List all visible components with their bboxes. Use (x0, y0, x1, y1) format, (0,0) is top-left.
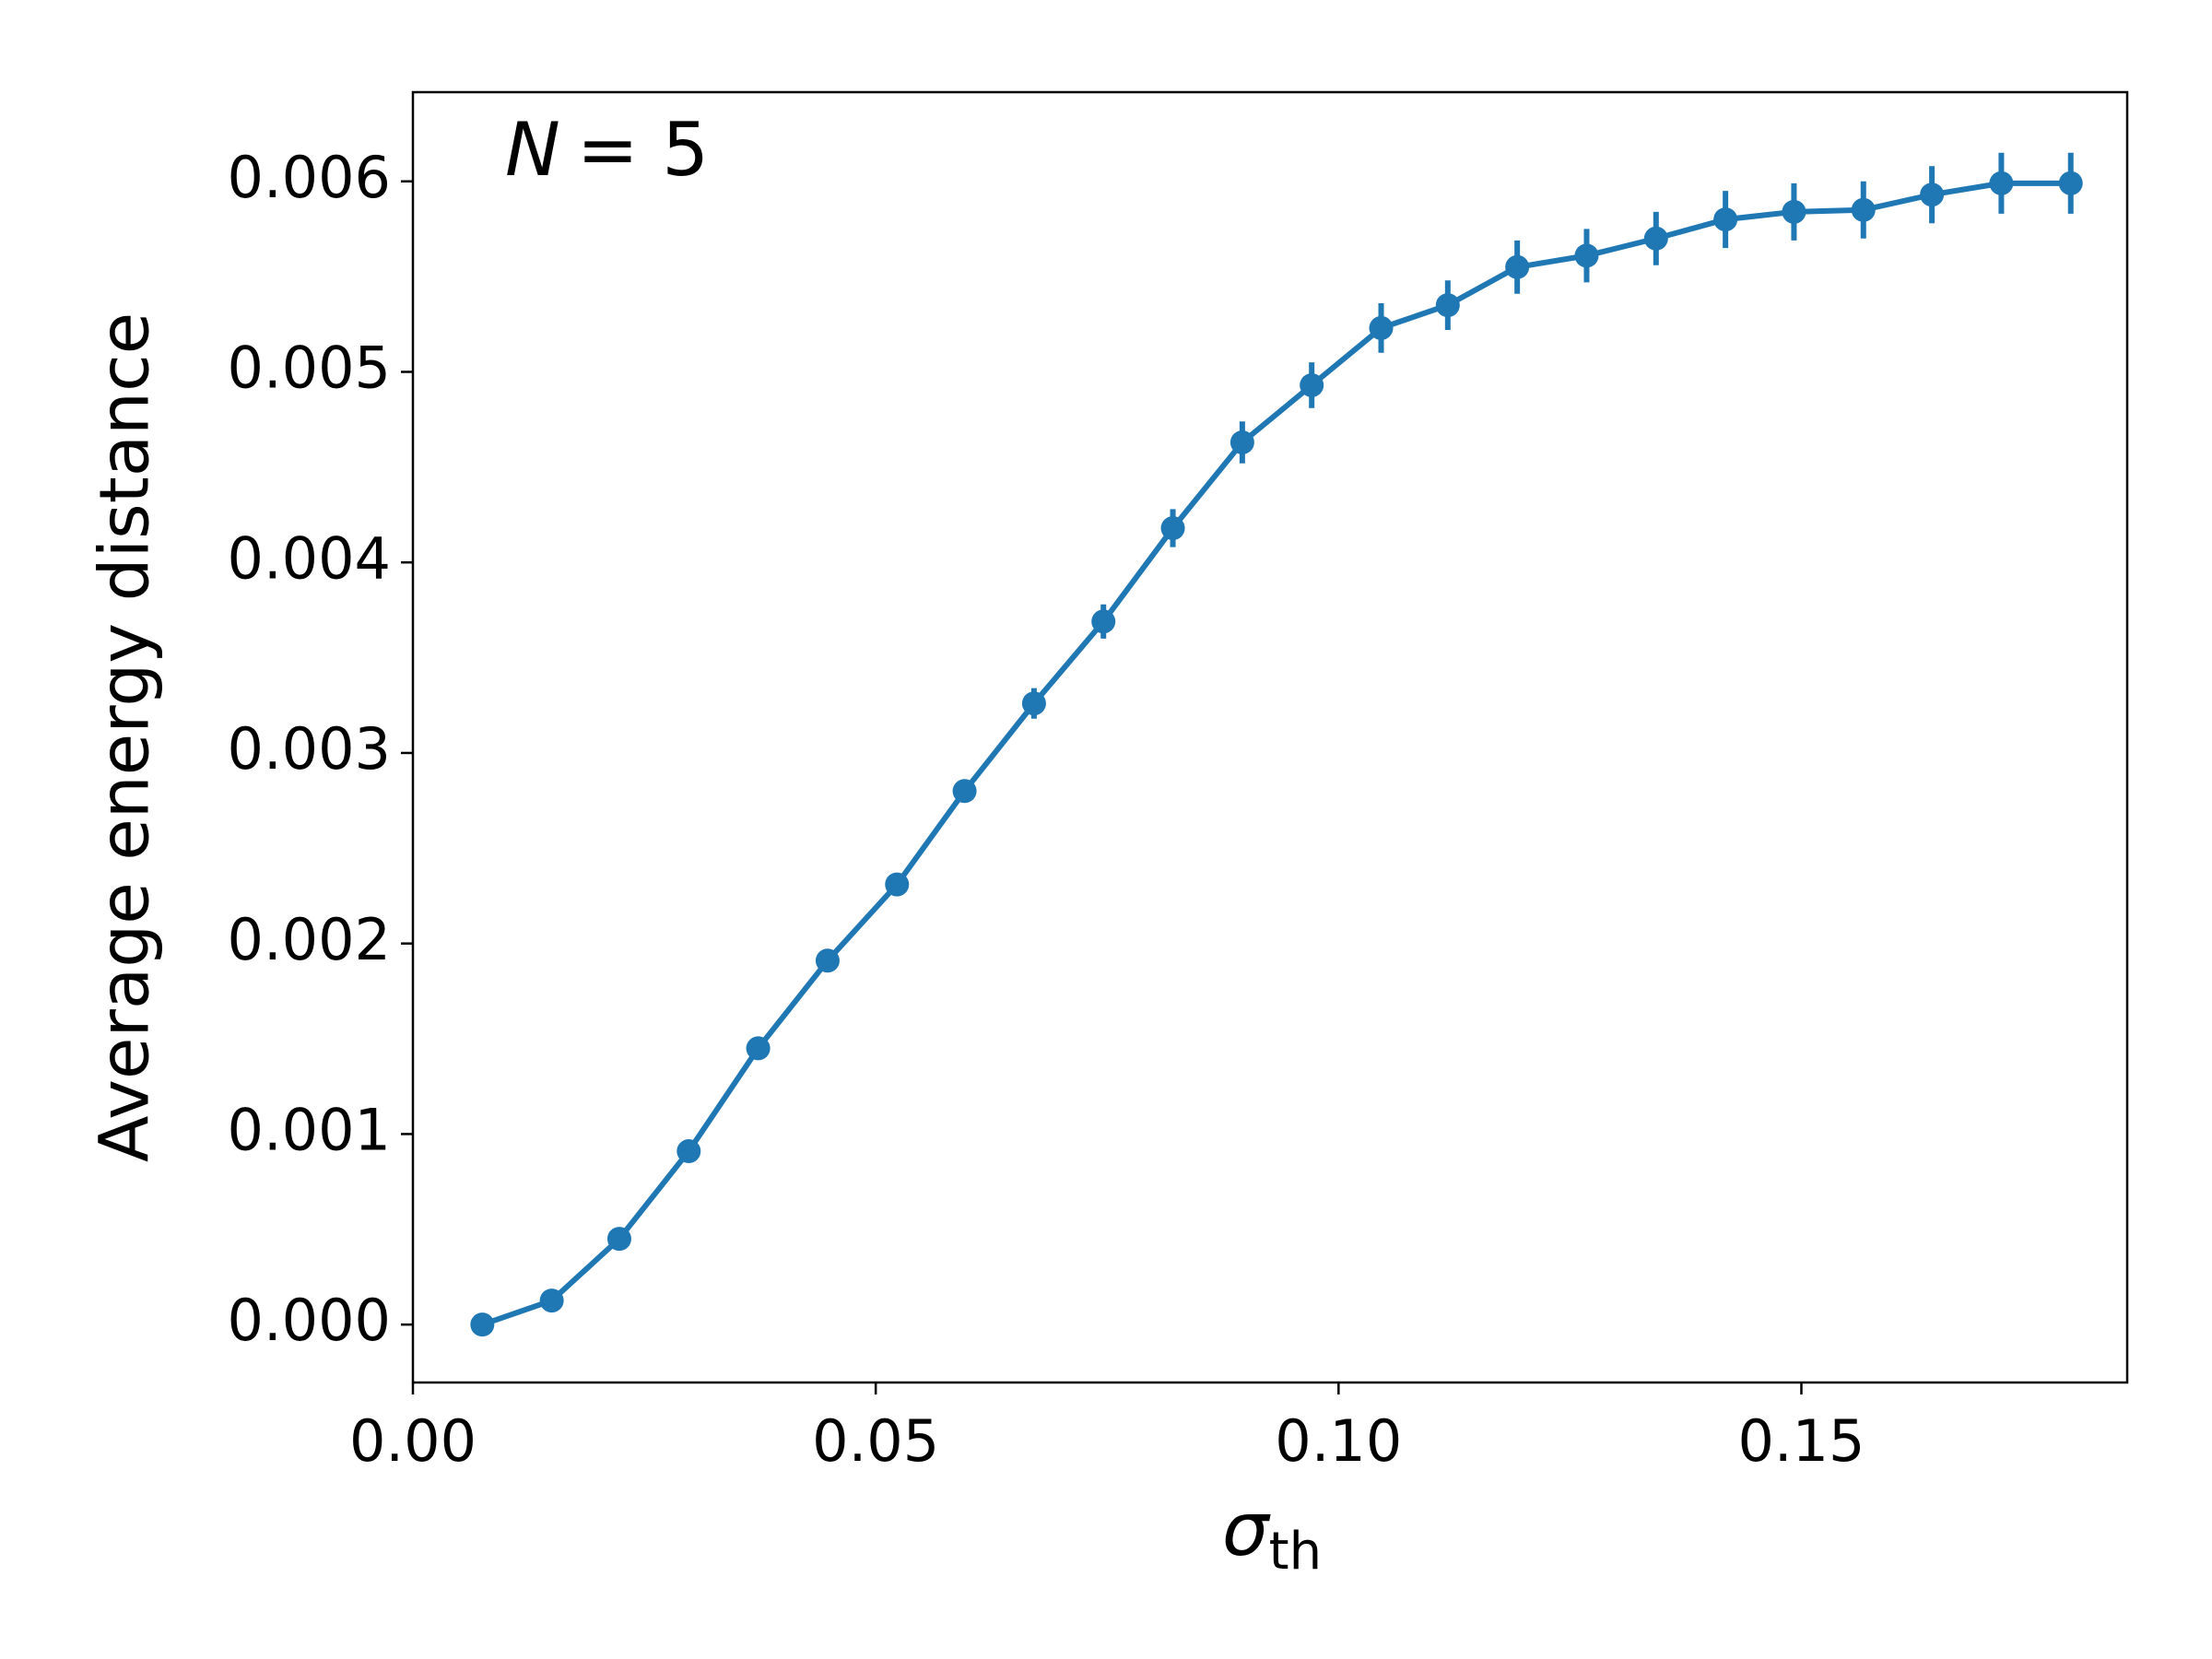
plot-frame (411, 90, 2129, 1384)
data-point (1713, 207, 1738, 232)
data-point (677, 1139, 701, 1164)
y-tick-label: 0.001 (228, 1097, 392, 1164)
data-point (952, 779, 977, 804)
data-point (1160, 516, 1185, 541)
x-tick-label: 0.10 (1275, 1407, 1402, 1475)
y-tick-label: 0.004 (228, 524, 392, 592)
data-point (1435, 293, 1460, 318)
data-point (1300, 372, 1324, 397)
y-tick-label: 0.000 (228, 1287, 392, 1354)
x-tick-label: 0.05 (812, 1407, 939, 1475)
x-label-symbol: σ (1222, 1487, 1271, 1572)
data-point (1091, 609, 1116, 634)
annotation-variable: N (505, 107, 560, 193)
data-point (1230, 429, 1254, 454)
data-point (1782, 199, 1806, 224)
y-tick-label: 0.003 (228, 715, 392, 782)
data-point (1574, 243, 1599, 268)
x-label-subscript: th (1269, 1522, 1322, 1582)
data-point (885, 872, 910, 897)
x-tick-label: 0.00 (349, 1407, 477, 1475)
data-point (1643, 226, 1668, 251)
x-axis-label: σth (1222, 1487, 1322, 1582)
data-point (1851, 197, 1876, 222)
y-tick-label: 0.002 (228, 906, 392, 973)
y-tick-label: 0.006 (228, 144, 392, 211)
data-point (1505, 254, 1530, 279)
y-axis-label: Average energy distance (86, 312, 165, 1162)
data-point (539, 1288, 564, 1313)
annotation-text: = 5 (577, 107, 709, 193)
data-point (606, 1227, 631, 1252)
data-point (746, 1036, 771, 1061)
data-point (2058, 171, 2083, 195)
data-point (470, 1312, 495, 1337)
y-tick-label: 0.005 (228, 335, 392, 402)
data-point (1989, 171, 2014, 195)
annotation: N = 5 (505, 107, 709, 193)
data-point (1920, 182, 1945, 207)
data-point (1369, 315, 1394, 340)
x-tick-label: 0.15 (1737, 1407, 1865, 1475)
data-point (1021, 691, 1046, 716)
data-point (815, 948, 840, 973)
